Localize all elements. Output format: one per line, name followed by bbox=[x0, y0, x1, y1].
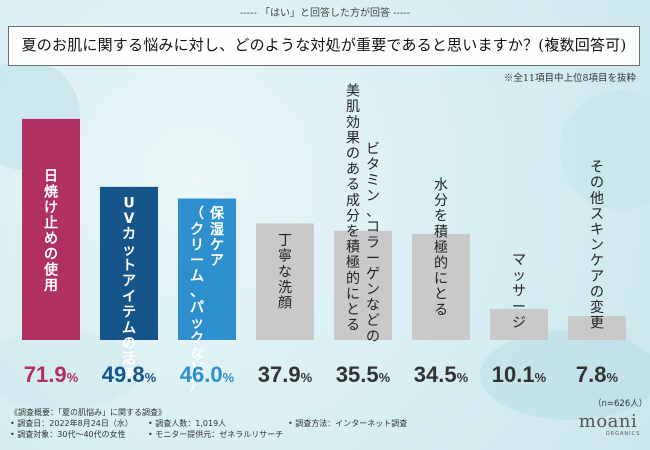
bar-2 bbox=[100, 186, 158, 340]
bar-label-1: 日焼け止めの使用 bbox=[43, 169, 59, 294]
value-label-7: 10.1% bbox=[492, 362, 547, 387]
bar-label-8: その他スキンケアの変更 bbox=[590, 160, 604, 332]
bar-label-6: 水分を積極的にとる bbox=[434, 178, 448, 319]
value-label-8: 7.8% bbox=[576, 362, 619, 387]
bar-7 bbox=[490, 308, 548, 340]
value-label-2: 49.8% bbox=[102, 362, 157, 387]
value-label-1: 71.9% bbox=[24, 362, 79, 387]
bar-3 bbox=[178, 198, 236, 340]
survey-count: • 調査人数：1,019人 bbox=[148, 419, 227, 428]
bar-label-3-col-2: （クリーム、パックなど） bbox=[190, 206, 204, 394]
brand-name: moani bbox=[578, 411, 638, 432]
question-title: 夏のお肌に関する悩みに対し、どのような対処が重要であると思いますか？(複数回答可… bbox=[8, 26, 640, 66]
brand-logo: moani ORGANICS bbox=[573, 411, 643, 438]
bar-label-2: U V カットアイテムの活用 bbox=[122, 195, 136, 383]
value-label-3: 46.0% bbox=[180, 362, 235, 387]
decoration-bubble bbox=[0, 330, 140, 410]
footnote: ※全11項目中上位8項目を抜粋 bbox=[503, 73, 636, 84]
survey-overview: 《調査概要：「夏の肌悩み」に関する調査》 • 調査日：2022年8月24日（水）… bbox=[10, 407, 407, 440]
survey-method: • 調査方法：インターネット調査 bbox=[288, 419, 408, 428]
bar-5 bbox=[334, 230, 392, 340]
survey-row-2: • 調査対象：30代〜40代の女性 • モニター提供元：ゼネラルリサーチ bbox=[10, 429, 407, 440]
brand-sub: ORGANICS bbox=[605, 431, 641, 437]
survey-row-1: • 調査日：2022年8月24日（水） • 調査人数：1,019人 • 調査方法：イ… bbox=[10, 418, 407, 429]
survey-target: • 調査対象：30代〜40代の女性 bbox=[10, 430, 126, 439]
bar-label-5-col-2: 美肌効果のある成分を積極的にとる bbox=[346, 84, 360, 334]
value-label-5: 35.5% bbox=[336, 362, 391, 387]
bar-8 bbox=[568, 316, 626, 340]
bar-label-3-col-1: 保湿ケア bbox=[209, 205, 225, 269]
decoration-bubble bbox=[560, 90, 650, 210]
decoration-bubble bbox=[480, 330, 650, 420]
sample-size: （n=626人） bbox=[593, 399, 648, 409]
bar-label-7: マッサージ bbox=[512, 253, 526, 331]
survey-date: • 調査日：2022年8月24日（水） bbox=[10, 419, 133, 428]
header-note: ----- 「はい」と回答した方が回答 ----- bbox=[239, 8, 411, 19]
value-label-4: 37.9% bbox=[258, 362, 313, 387]
bar-label-5-col-1: ビタミン、コラーゲンなどの bbox=[366, 142, 380, 345]
bar-6 bbox=[412, 233, 470, 340]
bar-4 bbox=[256, 223, 314, 340]
survey-title: 《調査概要：「夏の肌悩み」に関する調査》 bbox=[10, 408, 166, 417]
bar-1 bbox=[22, 118, 80, 340]
value-label-6: 34.5% bbox=[414, 362, 469, 387]
bar-label-4: 丁寧な洗顔 bbox=[278, 233, 292, 311]
survey-provider: • モニター提供元：ゼネラルリサーチ bbox=[148, 430, 284, 439]
